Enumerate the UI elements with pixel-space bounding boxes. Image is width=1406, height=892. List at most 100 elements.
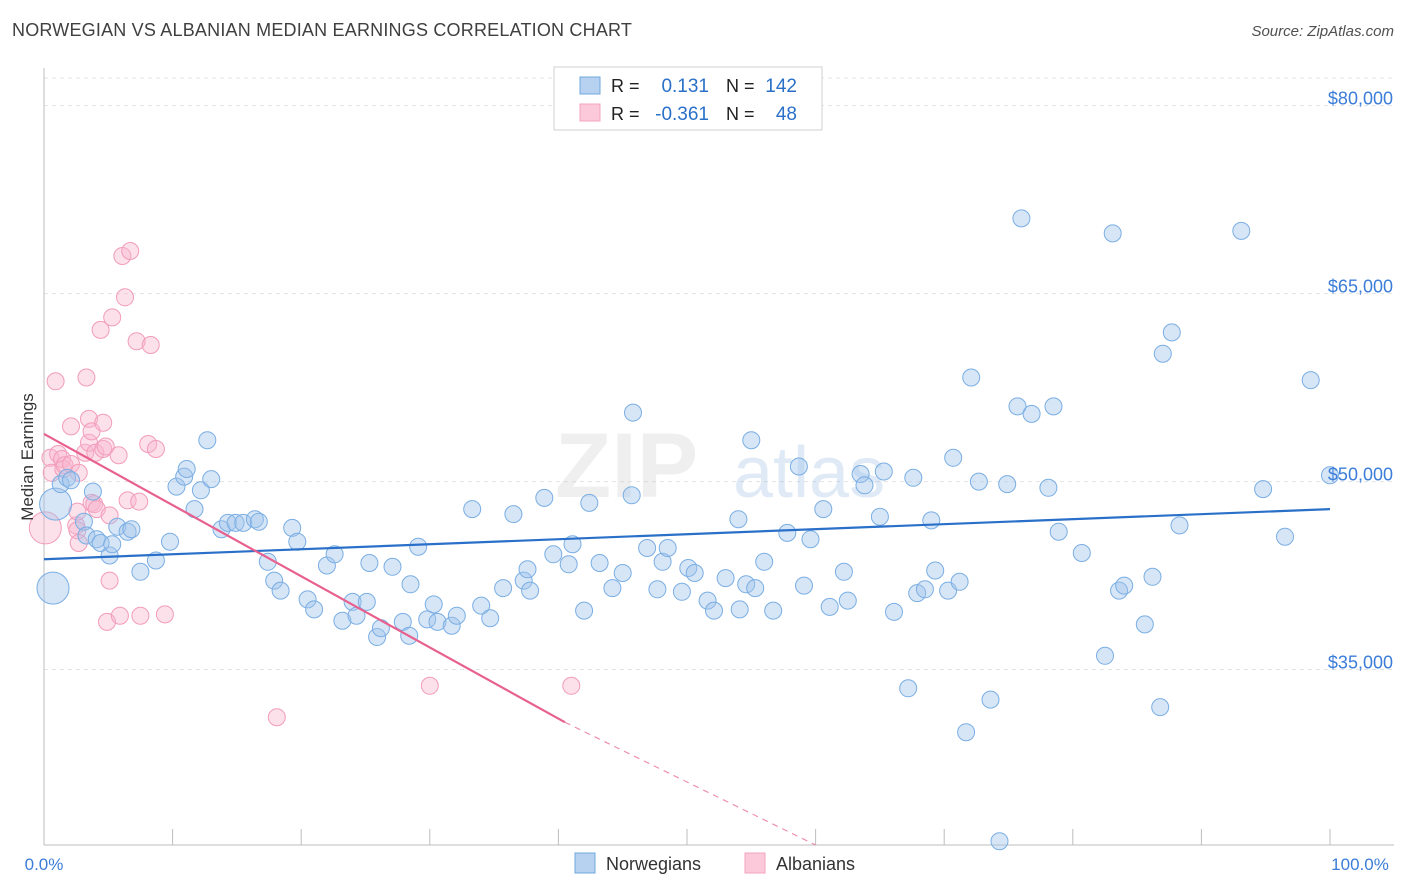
- norwegians-point: [838, 591, 857, 610]
- albanians-point: [96, 437, 115, 456]
- norwegians-point: [36, 571, 70, 605]
- norwegians-point: [944, 448, 963, 467]
- norwegians-point: [428, 612, 447, 631]
- norwegians-trendline: [43, 508, 1331, 561]
- legend-bottom-label-albanians: Albanians: [776, 854, 855, 874]
- norwegians-point: [957, 723, 976, 742]
- series-albanians: [28, 242, 581, 727]
- norwegians-point: [122, 520, 141, 539]
- norwegians-point: [729, 510, 748, 529]
- albanians-point: [146, 440, 165, 458]
- norwegians-point: [91, 534, 110, 552]
- norwegians-point: [249, 512, 268, 531]
- norwegians-point: [521, 581, 540, 600]
- norwegians-point: [716, 569, 735, 588]
- legend-r-label-1: R =: [611, 76, 640, 96]
- norwegians-point: [990, 832, 1009, 851]
- legend-r-value-2: -0.361: [655, 104, 709, 125]
- norwegians-point: [518, 560, 537, 579]
- norwegians-point: [418, 610, 437, 629]
- legend-series: Norwegians Albanians: [574, 852, 855, 874]
- norwegians-point: [998, 475, 1017, 494]
- norwegians-point: [360, 554, 379, 572]
- norwegians-point: [559, 555, 578, 574]
- norwegians-point: [672, 582, 691, 601]
- norwegians-point: [851, 465, 870, 483]
- norwegians-point: [969, 472, 988, 491]
- albanians-point: [141, 336, 160, 354]
- trendlines: [43, 432, 1331, 846]
- albanians-point: [130, 492, 149, 511]
- y-tick-label: $80,000: [1328, 89, 1393, 109]
- norwegians-point: [563, 535, 582, 554]
- norwegians-point: [801, 530, 820, 549]
- series-norwegians: [36, 209, 1339, 851]
- norwegians-point: [481, 609, 500, 628]
- albanians-point: [121, 242, 140, 260]
- norwegians-point: [730, 600, 749, 619]
- albanians-trendline: [43, 432, 566, 724]
- legend-n-label-1: N =: [726, 76, 755, 96]
- norwegians-point: [175, 467, 194, 486]
- norwegians-point: [383, 557, 402, 576]
- albanians-point: [68, 502, 87, 521]
- norwegians-point: [624, 403, 642, 422]
- chart-title: NORWEGIAN VS ALBANIAN MEDIAN EARNINGS CO…: [12, 20, 633, 40]
- norwegians-point: [514, 571, 533, 590]
- axes: [43, 68, 1394, 846]
- norwegians-point: [764, 601, 783, 620]
- legend-bottom-swatch-albanians: [744, 852, 766, 874]
- norwegians-point: [1153, 344, 1172, 363]
- norwegians-point: [755, 552, 774, 571]
- albanians-point: [267, 708, 286, 727]
- norwegians-point: [922, 511, 941, 530]
- norwegians-point: [371, 619, 390, 638]
- albanians-point: [69, 463, 88, 482]
- albanians-point: [420, 676, 439, 695]
- norwegians-point: [778, 523, 797, 542]
- norwegians-point: [1276, 527, 1294, 546]
- albanians-point: [109, 446, 128, 465]
- norwegians-point: [298, 590, 317, 609]
- norwegians-point: [899, 679, 918, 698]
- norwegians-point: [885, 602, 903, 621]
- y-axis-label: Median Earnings: [18, 393, 37, 521]
- norwegians-point: [1170, 516, 1189, 535]
- norwegians-point: [1103, 224, 1122, 243]
- norwegians-point: [1096, 646, 1114, 665]
- legend-swatch-norwegians: [579, 76, 601, 95]
- norwegians-point: [1049, 522, 1068, 541]
- norwegians-point: [1022, 404, 1041, 423]
- norwegians-point: [544, 545, 563, 564]
- norwegians-point: [83, 482, 102, 501]
- norwegians-point: [1008, 397, 1027, 416]
- norwegians-point: [1162, 323, 1181, 342]
- albanians-point: [77, 368, 96, 387]
- legend-stats: R = 0.131 N = 142 R = -0.361 N = 48: [553, 66, 823, 131]
- y-tick-label: $65,000: [1328, 277, 1393, 297]
- norwegians-point: [789, 457, 808, 476]
- norwegians-point: [698, 591, 717, 610]
- norwegians-point: [926, 561, 945, 580]
- norwegians-point: [1110, 581, 1129, 600]
- norwegians-point: [226, 513, 245, 532]
- norwegians-point: [874, 462, 893, 481]
- norwegians-point: [1072, 544, 1091, 562]
- norwegians-point: [746, 579, 765, 598]
- norwegians-point: [1135, 615, 1154, 634]
- norwegians-point: [198, 431, 217, 450]
- norwegians-point: [834, 562, 853, 581]
- albanians-trendline-extension: [564, 721, 816, 846]
- norwegians-point: [218, 513, 237, 532]
- albanians-point: [562, 676, 581, 695]
- albanians-point: [91, 320, 110, 339]
- norwegians-point: [191, 481, 210, 500]
- norwegians-point: [265, 571, 284, 590]
- norwegians-point: [504, 505, 523, 524]
- norwegians-point: [653, 552, 672, 571]
- norwegians-point: [77, 526, 96, 545]
- x-tick-label-min: 0.0%: [25, 855, 64, 874]
- watermark-atlas: atlas: [733, 433, 885, 513]
- norwegians-point: [1143, 567, 1162, 586]
- norwegians-point: [1012, 209, 1031, 228]
